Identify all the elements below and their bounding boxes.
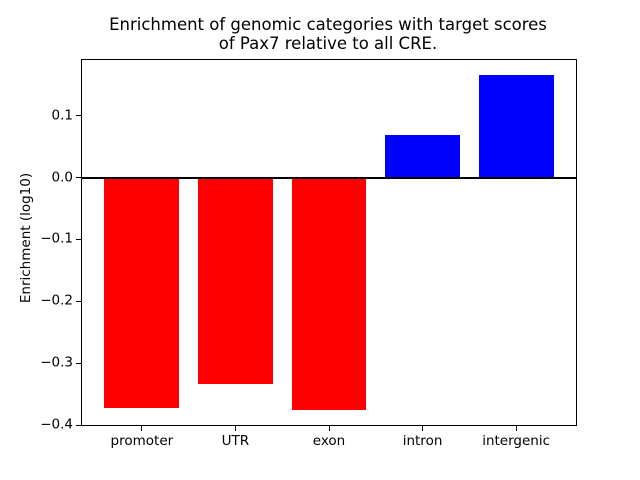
y-tick (76, 424, 81, 426)
x-tick-label-exon: exon (312, 433, 346, 449)
y-tick (76, 300, 81, 302)
zero-line (82, 176, 576, 179)
x-tick-label-promoter: promoter (110, 433, 174, 449)
chart-title-line1: Enrichment of genomic categories with ta… (109, 15, 547, 34)
x-tick (234, 426, 236, 431)
y-tick (76, 362, 81, 364)
x-tick-label-UTR: UTR (221, 433, 250, 449)
x-tick-label-intron: intron (402, 433, 443, 449)
y-tick-label: −0.4 (40, 416, 73, 433)
bar-intergenic (478, 75, 554, 178)
y-axis-label: Enrichment (log10) (18, 172, 34, 304)
chart-title: Enrichment of genomic categories with ta… (81, 15, 575, 53)
y-tick-label: 0.1 (51, 107, 73, 124)
x-tick (141, 426, 143, 431)
chart-title-line2: of Pax7 relative to all CRE. (218, 33, 438, 53)
bar-UTR (198, 177, 273, 385)
x-tick (422, 426, 424, 431)
x-tick (515, 426, 517, 431)
y-tick-label: −0.1 (40, 231, 73, 248)
y-tick (76, 115, 81, 117)
bar-intron (385, 135, 460, 178)
plot-area: 0.1 0.0 −0.1 −0.2 −0.3 −0.4 promoter UTR exon int… (40, 59, 577, 449)
y-tick-label: −0.3 (40, 354, 73, 371)
y-tick (76, 238, 81, 240)
y-tick (76, 177, 81, 179)
y-tick-label: −0.2 (40, 292, 73, 309)
y-tick-label: 0.0 (51, 169, 73, 186)
bar-promoter (104, 177, 180, 408)
x-tick-label-intergenic: intergenic (482, 433, 551, 449)
x-tick (328, 426, 330, 431)
bar-exon (291, 177, 367, 411)
